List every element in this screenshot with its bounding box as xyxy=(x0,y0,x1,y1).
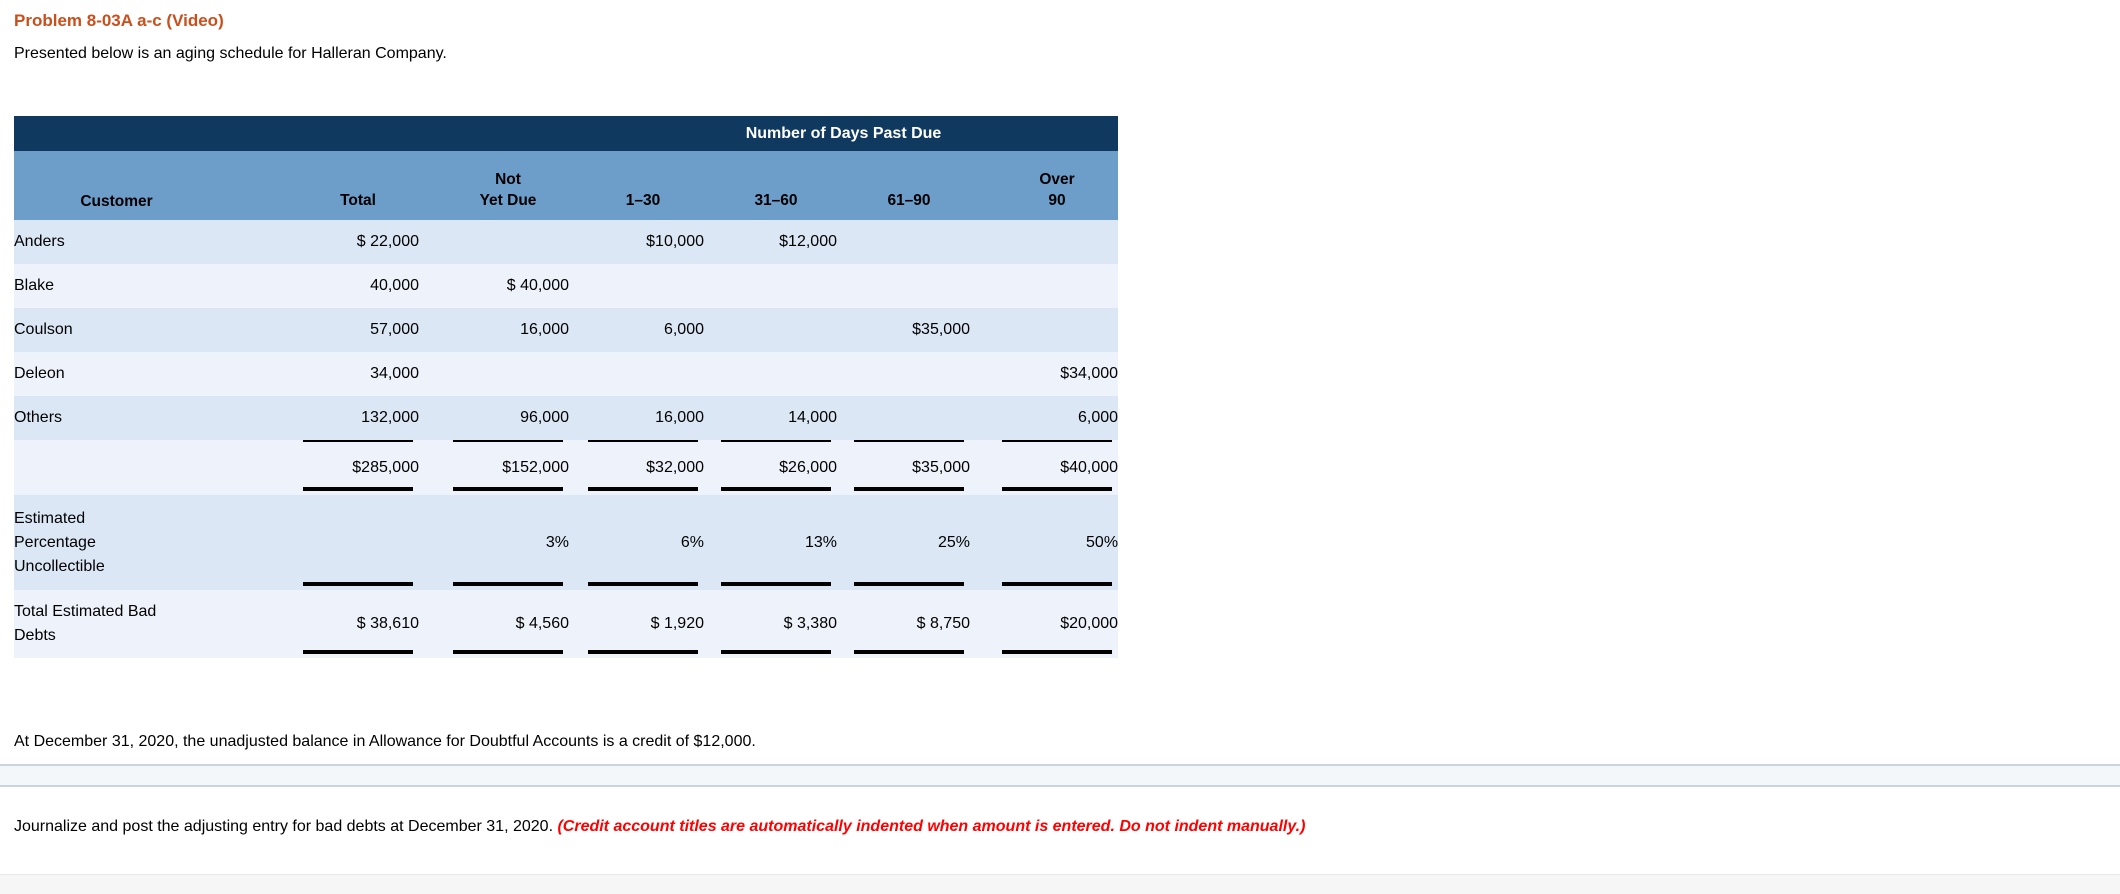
bad-debts-cell: $ 4,560 xyxy=(419,590,569,658)
percentage-cell: 6% xyxy=(569,495,704,590)
customer-cell: Others xyxy=(14,396,219,440)
col-header-customer: Customer xyxy=(14,151,219,220)
col-header-1-30: 1–30 xyxy=(569,151,704,220)
table-row: Coulson 57,000 16,000 6,000 $35,000 xyxy=(14,308,1119,352)
estimated-percentage-row: Estimated Percentage Uncollectible 3% 6%… xyxy=(14,495,1119,590)
amount-cell xyxy=(704,352,837,396)
amount-cell: $35,000 xyxy=(837,308,970,352)
amount-cell xyxy=(419,220,569,264)
col-header-over-90: Over 90 xyxy=(970,151,1119,220)
col-header-31-60: 31–60 xyxy=(704,151,837,220)
col-header-not-yet-due: Not Yet Due xyxy=(419,151,569,220)
table-row: Others 132,000 96,000 16,000 14,000 6,00… xyxy=(14,396,1119,440)
total-amount-cell: $285,000 xyxy=(219,440,419,495)
table-banner-row: Number of Days Past Due xyxy=(14,116,1119,151)
instruction-plain: Journalize and post the adjusting entry … xyxy=(14,818,558,835)
col-header-61-90: 61–90 xyxy=(837,151,970,220)
total-amount-cell: $26,000 xyxy=(704,440,837,495)
customer-cell: Anders xyxy=(14,220,219,264)
customer-cell: Deleon xyxy=(14,352,219,396)
amount-cell: $12,000 xyxy=(704,220,837,264)
bad-debts-label: Total Estimated Bad Debts xyxy=(14,590,219,658)
banner-label: Number of Days Past Due xyxy=(569,116,1119,151)
instruction-text: Journalize and post the adjusting entry … xyxy=(14,813,2084,840)
intro-text: Presented below is an aging schedule for… xyxy=(14,45,447,62)
amount-cell xyxy=(704,264,837,308)
totals-label-cell xyxy=(14,440,219,495)
amount-cell xyxy=(970,220,1119,264)
instruction-emphasis: (Credit account titles are automatically… xyxy=(557,818,1306,835)
aging-schedule-table: Number of Days Past Due Customer Total N… xyxy=(14,116,1119,658)
bad-debts-cell: $20,000 xyxy=(970,590,1119,658)
total-amount-cell: $32,000 xyxy=(569,440,704,495)
table-row: Blake 40,000 $ 40,000 xyxy=(14,264,1119,308)
amount-cell xyxy=(569,264,704,308)
bad-debts-cell: $ 8,750 xyxy=(837,590,970,658)
percentage-cell: 13% xyxy=(704,495,837,590)
bad-debts-cell: $ 3,380 xyxy=(704,590,837,658)
amount-cell xyxy=(837,352,970,396)
amount-cell: 6,000 xyxy=(970,396,1119,440)
amount-cell xyxy=(837,220,970,264)
amount-cell: $ 22,000 xyxy=(219,220,419,264)
col-header-total: Total xyxy=(219,151,419,220)
percentage-cell: 3% xyxy=(419,495,569,590)
amount-cell xyxy=(970,264,1119,308)
next-section-edge xyxy=(0,874,2120,894)
amount-cell xyxy=(419,352,569,396)
amount-cell: 6,000 xyxy=(569,308,704,352)
customer-cell: Coulson xyxy=(14,308,219,352)
customer-cell: Blake xyxy=(14,264,219,308)
page-title: Problem 8-03A a-c (Video) xyxy=(14,11,224,30)
amount-cell: $10,000 xyxy=(569,220,704,264)
amount-cell: $ 40,000 xyxy=(419,264,569,308)
amount-cell xyxy=(704,308,837,352)
amount-cell xyxy=(837,396,970,440)
percentage-cell: 50% xyxy=(970,495,1119,590)
amount-cell: 14,000 xyxy=(704,396,837,440)
amount-cell: 132,000 xyxy=(219,396,419,440)
table-row: Deleon 34,000 $34,000 xyxy=(14,352,1119,396)
totals-row: $285,000 $152,000 $32,000 $26,000 $35,00… xyxy=(14,440,1119,495)
estimated-percentage-label: Estimated Percentage Uncollectible xyxy=(14,495,219,590)
column-header-row: Customer Total Not Yet Due 1–30 31–60 61… xyxy=(14,151,1119,220)
percentage-cell xyxy=(219,495,419,590)
amount-cell: 57,000 xyxy=(219,308,419,352)
amount-cell: 34,000 xyxy=(219,352,419,396)
section-divider xyxy=(0,764,2120,787)
amount-cell: 16,000 xyxy=(569,396,704,440)
table-row: Anders $ 22,000 $10,000 $12,000 xyxy=(14,220,1119,264)
amount-cell: 40,000 xyxy=(219,264,419,308)
total-amount-cell: $35,000 xyxy=(837,440,970,495)
amount-cell: 16,000 xyxy=(419,308,569,352)
bad-debts-cell: $ 38,610 xyxy=(219,590,419,658)
total-amount-cell: $40,000 xyxy=(970,440,1119,495)
bad-debts-cell: $ 1,920 xyxy=(569,590,704,658)
amount-cell: 96,000 xyxy=(419,396,569,440)
amount-cell xyxy=(569,352,704,396)
amount-cell xyxy=(970,308,1119,352)
percentage-cell: 25% xyxy=(837,495,970,590)
banner-spacer xyxy=(14,116,569,151)
amount-cell xyxy=(837,264,970,308)
total-amount-cell: $152,000 xyxy=(419,440,569,495)
bad-debts-row: Total Estimated Bad Debts $ 38,610 $ 4,5… xyxy=(14,590,1119,658)
unadjusted-balance-note: At December 31, 2020, the unadjusted bal… xyxy=(14,733,756,750)
amount-cell: $34,000 xyxy=(970,352,1119,396)
